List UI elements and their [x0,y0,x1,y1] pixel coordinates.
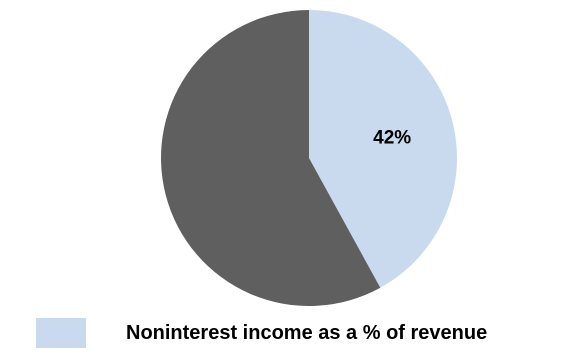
legend-swatch-noninterest-income [36,318,86,348]
pie-data-labels: 42% [373,128,411,149]
pie-slice-1 [161,10,381,306]
pie-slices [161,10,457,306]
legend: Noninterest income as a % of revenue [36,318,487,348]
legend-label-noninterest-income: Noninterest income as a % of revenue [126,321,488,344]
pie-data-label-0: 42% [373,128,411,149]
pie-slice-0 [309,10,457,288]
